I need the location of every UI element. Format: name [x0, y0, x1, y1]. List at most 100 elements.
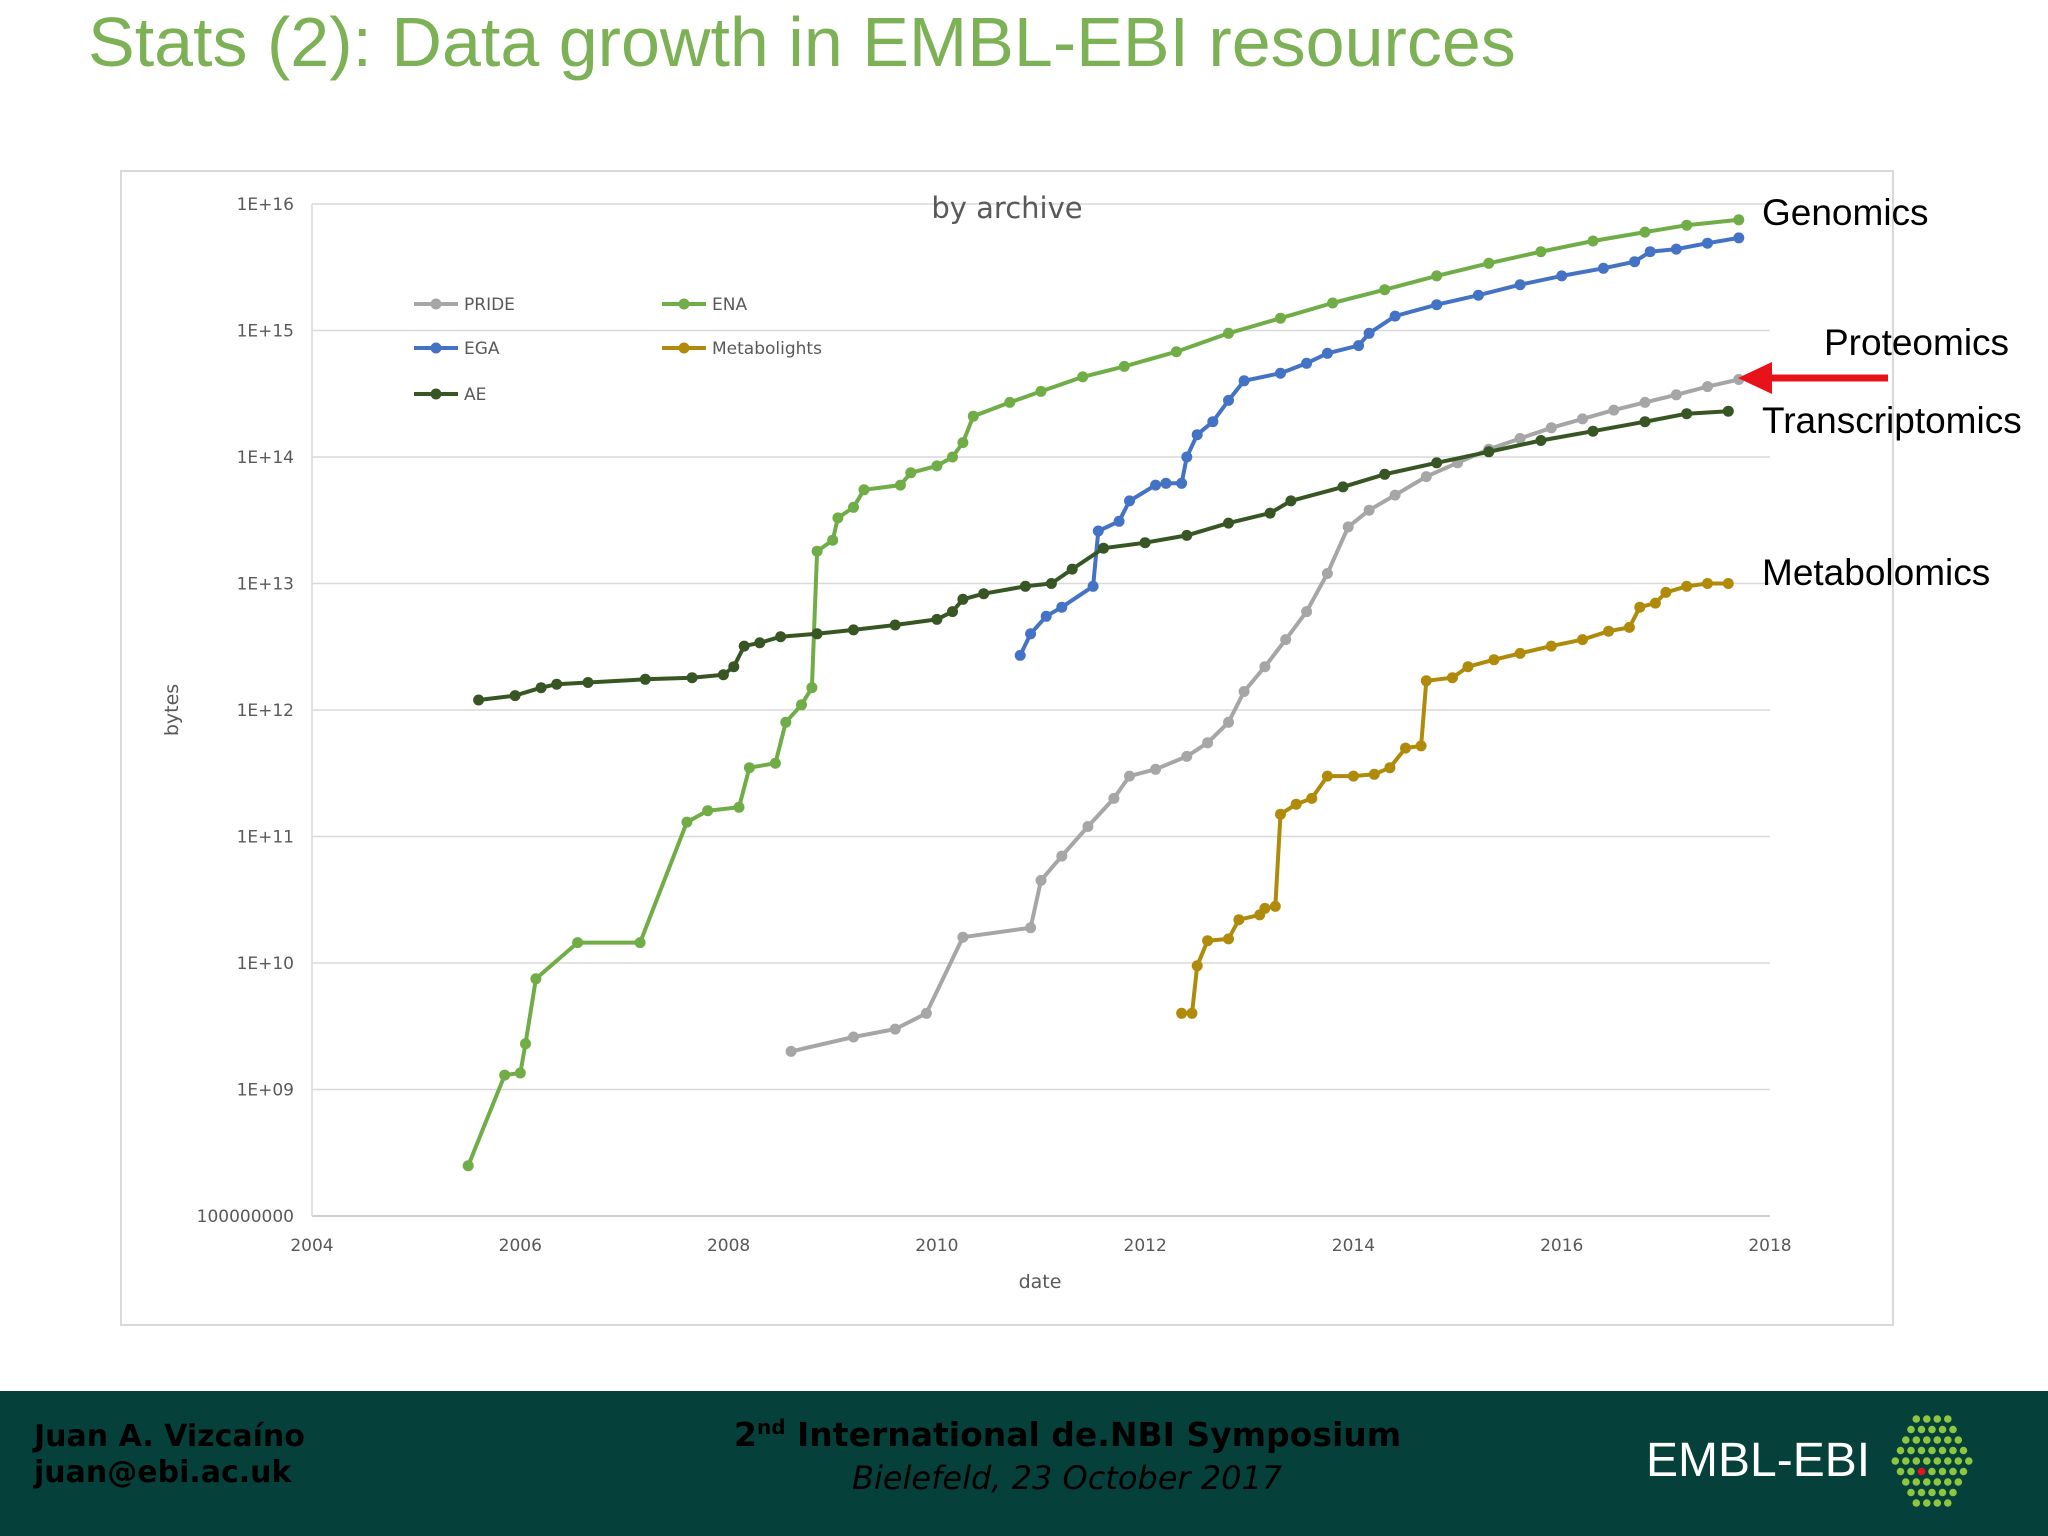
y-tick-label: 1E+14 [237, 448, 294, 468]
data-point-pride [1280, 634, 1292, 646]
genomics-label: Genomics [1762, 192, 1929, 233]
data-point-pride [1124, 770, 1135, 782]
logo-dot [1959, 1446, 1968, 1455]
data-point-ae [551, 678, 563, 690]
data-point-ega [1389, 310, 1401, 322]
series-ena [462, 214, 1745, 1172]
data-point-ae [1098, 542, 1109, 554]
event-ordinal: 2 [734, 1415, 757, 1454]
data-point-ena [1170, 346, 1182, 358]
data-point-metabolights [1176, 1007, 1188, 1019]
data-point-ena [894, 479, 906, 491]
data-point-ae [1639, 416, 1651, 428]
series-line-ega [1018, 235, 1740, 657]
data-point-ae [717, 669, 729, 681]
data-point-ae [509, 690, 521, 702]
data-point-ae [738, 640, 750, 652]
logo-dot [1944, 1499, 1952, 1507]
data-point-metabolights [1603, 625, 1615, 637]
logo-dot [1928, 1446, 1936, 1455]
data-point-metabolights [1702, 578, 1713, 589]
data-point-pride [957, 931, 969, 943]
data-point-ega [1514, 279, 1526, 291]
data-point-metabolights [1660, 586, 1672, 598]
logo-dot [1938, 1425, 1947, 1434]
logo-dot [1938, 1467, 1947, 1476]
data-point-metabolights [1347, 770, 1359, 782]
data-point-ena [634, 937, 646, 949]
legend-item-ega: EGA [414, 339, 500, 359]
embl-ebi-logo-text: EMBL-EBI [1646, 1434, 1871, 1487]
data-point-ena [947, 451, 958, 463]
data-point-ena [1431, 270, 1443, 282]
logo-dot [1933, 1436, 1942, 1444]
data-point-ae [957, 593, 969, 605]
data-point-metabolights [1577, 634, 1588, 646]
data-point-ena [769, 757, 781, 769]
logo-dot [1954, 1478, 1963, 1486]
legend-label-ena: ENA [712, 295, 747, 315]
y-axis-title: bytes [161, 684, 183, 736]
logo-dot [1944, 1436, 1952, 1444]
data-point-metabolights [1722, 578, 1734, 589]
data-point-pride [1025, 922, 1037, 934]
presenter-email: juan@ebi.ac.uk [34, 1455, 292, 1490]
logo-dot [1928, 1425, 1936, 1434]
data-point-pride [1363, 504, 1375, 516]
data-point-ega [1301, 357, 1313, 369]
data-point-pride [1389, 489, 1401, 501]
embl-ebi-logo-icon [1891, 1415, 1973, 1507]
logo-dot [1959, 1467, 1968, 1476]
legend-item-ae: AE [414, 385, 486, 405]
logo-dot [1902, 1436, 1910, 1444]
series-layer [462, 214, 1745, 1172]
logo-dot [1933, 1457, 1942, 1465]
data-point-ae [473, 694, 485, 706]
data-point-ae [1535, 435, 1547, 446]
data-point-pride [1321, 568, 1333, 579]
data-point-ena [1004, 396, 1016, 408]
data-point-metabolights [1186, 1007, 1198, 1019]
data-point-pride [1577, 413, 1588, 425]
data-point-pride [1223, 716, 1234, 728]
data-point-ega [1087, 580, 1099, 592]
legend-label-pride: PRIDE [464, 295, 515, 315]
data-point-ega [1223, 394, 1234, 406]
legend-item-pride: PRIDE [414, 295, 515, 315]
data-point-ena [1639, 226, 1651, 238]
y-tick-label: 1E+11 [237, 828, 294, 848]
data-point-ae [1337, 481, 1349, 493]
data-point-metabolights [1269, 900, 1281, 912]
data-point-ega [1150, 479, 1162, 491]
logo-dot [1938, 1488, 1947, 1497]
logo-dot [1938, 1446, 1947, 1455]
x-tick-label: 2006 [499, 1236, 542, 1256]
red-arrow-icon [1738, 362, 1888, 394]
data-point-pride [1301, 606, 1313, 618]
data-point-ega [1113, 515, 1125, 527]
data-point-ega [1207, 416, 1219, 428]
data-point-ae [639, 673, 651, 685]
event-place: Bielefeld, 23 October 2017 [852, 1459, 1283, 1497]
logo-dot [1902, 1478, 1910, 1486]
series-line-ena [466, 217, 1740, 1167]
data-point-ega [1275, 367, 1286, 379]
data-point-ega [1431, 299, 1443, 311]
series-line-ae [478, 409, 1729, 702]
data-point-ega [1670, 243, 1682, 255]
transcriptomics-label: Transcriptomics [1762, 400, 2022, 441]
logo-dot [1944, 1457, 1952, 1465]
data-point-pride [1082, 821, 1094, 832]
series-metabolights [1176, 578, 1734, 1019]
data-point-ega [1160, 477, 1172, 489]
data-point-metabolights [1202, 935, 1214, 947]
series-line-pride [790, 377, 1740, 1054]
logo-dot [1933, 1478, 1942, 1486]
data-point-ena [733, 801, 745, 813]
data-point-ae [889, 619, 901, 631]
logo-dot [1912, 1457, 1921, 1465]
data-point-ega [1014, 649, 1026, 661]
data-point-ae [931, 613, 943, 625]
data-point-ae [1722, 405, 1734, 417]
data-point-metabolights [1321, 770, 1333, 782]
